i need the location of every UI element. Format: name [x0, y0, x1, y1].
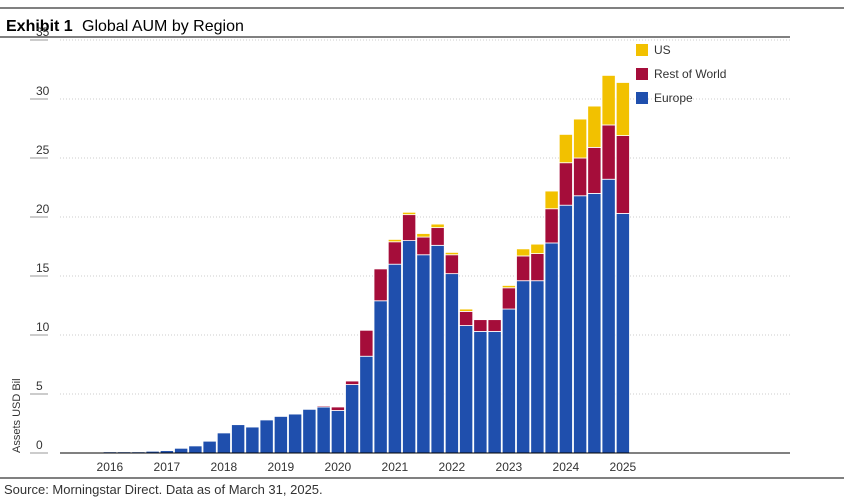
bar-segment [245, 426, 260, 454]
bar-segment [459, 310, 474, 326]
x-tick-label: 2019 [268, 460, 295, 474]
bar-segment [587, 146, 602, 194]
bar-segment [601, 75, 616, 126]
bar-segment [188, 445, 203, 454]
bar-segment [558, 162, 573, 206]
bar-segment [459, 308, 474, 312]
bar-segment [501, 287, 516, 310]
bar-segment [444, 273, 459, 454]
legend-label: US [654, 43, 671, 57]
bar-segment [501, 308, 516, 454]
bar-segment [544, 190, 559, 210]
exhibit-label: Exhibit 1 [6, 18, 73, 35]
legend-swatch [636, 68, 648, 80]
bar-segment [444, 254, 459, 275]
bar-segment [587, 192, 602, 454]
bar-segment [544, 208, 559, 244]
bar-segment [373, 268, 388, 302]
x-tick-label: 2024 [553, 460, 580, 474]
y-tick-label: 25 [36, 143, 50, 157]
x-tick-label: 2025 [610, 460, 637, 474]
legend-label: Europe [654, 91, 693, 105]
bar-segment [473, 319, 488, 332]
bar-segment [501, 285, 516, 289]
bar-segment [430, 223, 445, 229]
bar-segment [259, 419, 274, 454]
bar-segment [231, 424, 246, 454]
bar-segment [174, 447, 189, 454]
x-tick-label: 2020 [325, 460, 352, 474]
x-tick-label: 2017 [154, 460, 181, 474]
bar-segment [359, 329, 374, 357]
x-tick-label: 2016 [97, 460, 124, 474]
bar-segment [330, 406, 345, 411]
bar-segment [444, 251, 459, 256]
x-tick-label: 2023 [496, 460, 523, 474]
bar-segment [273, 416, 288, 454]
y-tick-label: 5 [36, 379, 43, 393]
bar-segment [316, 405, 331, 408]
bar-segment [615, 82, 630, 136]
bar-segment [459, 325, 474, 454]
bar-segment [387, 241, 402, 265]
bar-segment [516, 280, 531, 454]
bar-segment [573, 195, 588, 454]
bar-segment [601, 178, 616, 454]
bar-segment [416, 233, 431, 238]
bar-segment [615, 135, 630, 214]
bar-segment [402, 211, 417, 216]
bar-segment [615, 213, 630, 454]
bar-segment [302, 408, 317, 454]
bar-segment [345, 384, 360, 454]
bar-segment [558, 204, 573, 454]
y-tick-label: 0 [36, 438, 43, 452]
bar-segment [487, 331, 502, 454]
bar-segment [587, 105, 602, 148]
bar-segment [330, 410, 345, 454]
y-tick-label: 35 [36, 25, 50, 39]
y-tick-label: 10 [36, 320, 50, 334]
bar-segment [516, 248, 531, 257]
legend-label: Rest of World [654, 67, 726, 81]
chart-title: Global AUM by Region [82, 18, 244, 35]
bar-segment [473, 331, 488, 454]
bar-segment [430, 244, 445, 454]
y-tick-label: 20 [36, 202, 50, 216]
bar-segment [530, 243, 545, 254]
bar-segment [359, 355, 374, 454]
bar-segment [402, 240, 417, 454]
x-tick-label: 2022 [439, 460, 466, 474]
legend-swatch [636, 44, 648, 56]
bar-segment [487, 319, 502, 332]
bar-segment [387, 263, 402, 454]
bar-segment [516, 255, 531, 282]
bar-segment [345, 380, 360, 385]
bar-segment [373, 300, 388, 454]
y-tick-label: 30 [36, 84, 50, 98]
bar-segment [402, 214, 417, 241]
source-note: Source: Morningstar Direct. Data as of M… [4, 482, 323, 497]
bar-segment [430, 227, 445, 246]
bar-segment [416, 254, 431, 454]
bar-segment [573, 118, 588, 159]
bar-segment [544, 242, 559, 454]
bar-segment [530, 280, 545, 454]
bar-segment [316, 406, 331, 454]
bar-segment [573, 157, 588, 197]
y-tick-label: 15 [36, 261, 50, 275]
bar-segment [601, 124, 616, 180]
bar-segment [216, 432, 231, 454]
x-tick-label: 2021 [382, 460, 409, 474]
bar-segment [387, 239, 402, 243]
bar-segment [288, 413, 303, 454]
x-tick-label: 2018 [211, 460, 238, 474]
legend-swatch [636, 92, 648, 104]
bar-segment [530, 253, 545, 282]
bar-segment [202, 440, 217, 454]
bar-segment [416, 236, 431, 256]
y-axis-label: Assets USD Bil [11, 378, 23, 453]
bar-segment [558, 133, 573, 164]
